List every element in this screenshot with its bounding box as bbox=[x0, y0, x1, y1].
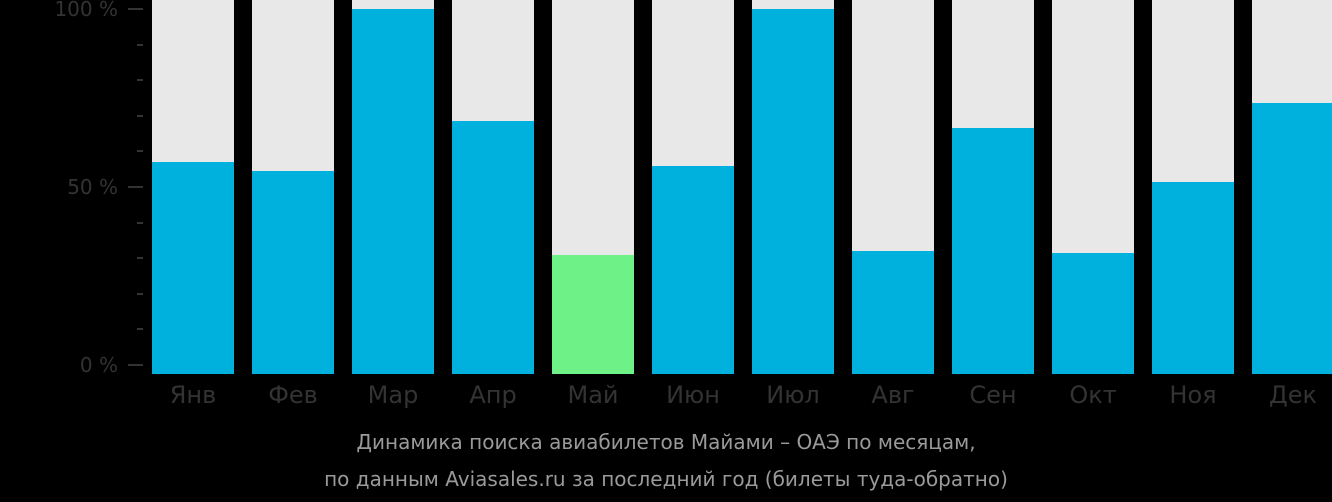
y-tick-mark bbox=[137, 150, 143, 153]
bar-value bbox=[252, 170, 334, 374]
y-tick-mark bbox=[128, 186, 143, 188]
bar-11 bbox=[1152, 0, 1234, 374]
bar-10 bbox=[1052, 0, 1134, 374]
bar-1 bbox=[152, 0, 234, 374]
bar-value bbox=[352, 9, 434, 374]
x-tick-label: Июн bbox=[666, 381, 720, 409]
bar-value bbox=[952, 128, 1034, 374]
y-tick-mark bbox=[137, 114, 143, 117]
bar-4 bbox=[452, 0, 534, 374]
bar-value bbox=[852, 251, 934, 374]
y-tick-mark bbox=[128, 364, 143, 366]
bar-2 bbox=[252, 0, 334, 374]
x-tick-label: Фев bbox=[268, 381, 318, 409]
bar-value bbox=[152, 162, 234, 374]
bar-9 bbox=[952, 0, 1034, 374]
y-tick-mark bbox=[137, 79, 143, 82]
y-tick-mark bbox=[137, 221, 143, 224]
x-tick-label: Сен bbox=[969, 381, 1017, 409]
x-tick-label: Мар bbox=[367, 381, 419, 409]
chart-caption-line2: по данным Aviasales.ru за последний год … bbox=[324, 467, 1008, 491]
x-tick-label: Янв bbox=[169, 381, 217, 409]
bar-value bbox=[652, 165, 734, 374]
bar-7 bbox=[752, 0, 834, 374]
bar-value bbox=[752, 9, 834, 374]
bar-8 bbox=[852, 0, 934, 374]
y-tick-label: 0 % bbox=[79, 353, 118, 377]
bar-value bbox=[452, 121, 534, 374]
y-tick-mark bbox=[137, 257, 143, 260]
bar-value bbox=[1052, 252, 1134, 374]
y-tick-label: 100 % bbox=[54, 0, 118, 21]
x-tick-label: Дек bbox=[1268, 381, 1317, 409]
x-tick-label: Окт bbox=[1069, 381, 1117, 409]
y-tick-mark bbox=[137, 328, 143, 331]
y-tick-label: 50 % bbox=[67, 175, 118, 199]
bar-12 bbox=[1252, 0, 1332, 374]
x-tick-label: Апр bbox=[469, 381, 517, 409]
bar-3 bbox=[352, 0, 434, 374]
bar-value bbox=[552, 254, 634, 374]
y-tick-mark bbox=[137, 292, 143, 295]
bar-5 bbox=[552, 0, 634, 374]
chart-caption-line1: Динамика поиска авиабилетов Майами – ОАЭ… bbox=[356, 430, 976, 454]
x-tick-label: Май bbox=[567, 381, 619, 409]
bar-6 bbox=[652, 0, 734, 374]
y-tick-mark bbox=[128, 8, 143, 10]
bar-value bbox=[1252, 103, 1332, 374]
bar-value bbox=[1152, 181, 1234, 374]
x-tick-label: Ноя bbox=[1169, 381, 1217, 409]
y-tick-mark bbox=[137, 43, 143, 46]
x-tick-label: Авг bbox=[871, 381, 915, 409]
x-tick-label: Июл bbox=[766, 381, 820, 409]
